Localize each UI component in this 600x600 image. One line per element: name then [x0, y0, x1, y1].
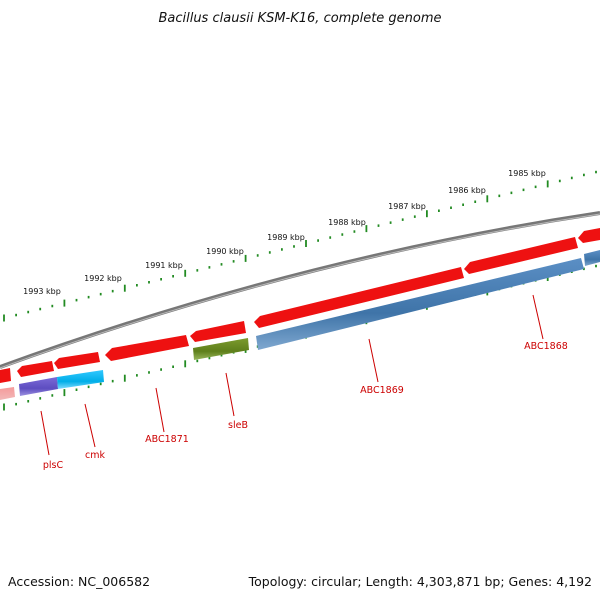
- gene-label-cmk: cmk: [85, 450, 105, 461]
- feature-block[interactable]: [256, 258, 584, 350]
- scale-label: 1990 kbp: [206, 247, 244, 256]
- gene-arrow[interactable]: [0, 368, 11, 383]
- feature-block[interactable]: [193, 338, 249, 360]
- feature-block[interactable]: [57, 370, 104, 389]
- gene-label-plsc: plsC: [43, 460, 64, 471]
- gene-labels: plsC cmk ABC1871 sleB ABC1869 ABC1868: [43, 341, 568, 471]
- feature-block[interactable]: [19, 377, 58, 396]
- gene-arrow[interactable]: [190, 321, 246, 342]
- feature-block[interactable]: [584, 250, 600, 266]
- feature-block[interactable]: [0, 387, 15, 400]
- scale-label: 1987 kbp: [388, 202, 426, 211]
- gene-label-abc1869: ABC1869: [360, 385, 404, 396]
- gene-arrow[interactable]: [464, 237, 578, 274]
- map-title: Bacillus clausii KSM-K16, complete genom…: [158, 11, 441, 26]
- scale-labels: 1993 kbp 1992 kbp 1991 kbp 1990 kbp 1989…: [23, 169, 546, 296]
- gene-arrow[interactable]: [17, 361, 54, 377]
- accession-label: Accession: NC_006582: [8, 574, 150, 589]
- scale-label: 1993 kbp: [23, 287, 61, 296]
- topology-info: Topology: circular; Length: 4,303,871 bp…: [248, 574, 592, 589]
- genome-backbone: [0, 211, 600, 369]
- gene-label-abc1868: ABC1868: [524, 341, 568, 352]
- gene-label-sleb: sleB: [228, 420, 248, 431]
- feature-track: [0, 250, 600, 400]
- scale-label: 1992 kbp: [84, 274, 122, 283]
- scale-label: 1989 kbp: [267, 233, 305, 242]
- scale-label: 1985 kbp: [508, 169, 546, 178]
- label-leaders: [40, 294, 544, 456]
- gene-arrow[interactable]: [254, 267, 464, 328]
- scale-label: 1988 kbp: [328, 218, 366, 227]
- gene-label-abc1871: ABC1871: [145, 434, 189, 445]
- scale-label: 1986 kbp: [448, 186, 486, 195]
- gene-arrow[interactable]: [54, 352, 100, 369]
- gene-arrow[interactable]: [578, 228, 600, 243]
- scale-label: 1991 kbp: [145, 261, 183, 270]
- gene-arrow[interactable]: [105, 335, 189, 361]
- forward-strand-genes: [0, 228, 600, 383]
